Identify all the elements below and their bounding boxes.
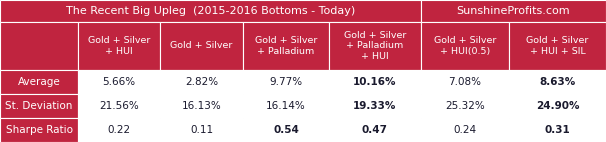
Bar: [243, 70, 329, 94]
Text: Gold + Silver
+ HUI: Gold + Silver + HUI: [88, 36, 150, 56]
Bar: [160, 118, 243, 142]
Text: The Recent Big Upleg  (2015-2016 Bottoms - Today): The Recent Big Upleg (2015-2016 Bottoms …: [66, 6, 355, 16]
Text: St. Deviation: St. Deviation: [5, 101, 73, 111]
Text: 0.54: 0.54: [273, 125, 299, 135]
Bar: [509, 118, 606, 142]
Bar: [243, 118, 329, 142]
Bar: [160, 70, 243, 94]
Bar: [509, 94, 606, 118]
Bar: [0, 0, 421, 22]
Text: 24.90%: 24.90%: [536, 101, 579, 111]
Text: Sharpe Ratio: Sharpe Ratio: [5, 125, 73, 135]
Bar: [78, 70, 160, 94]
Bar: [78, 94, 160, 118]
Text: 0.22: 0.22: [107, 125, 130, 135]
Bar: [329, 118, 421, 142]
Text: Gold + Silver
+ HUI + SIL: Gold + Silver + HUI + SIL: [527, 36, 588, 56]
Bar: [0, 118, 78, 142]
Text: Gold + Silver: Gold + Silver: [170, 41, 233, 51]
Bar: [0, 94, 78, 118]
Bar: [421, 22, 509, 70]
Bar: [329, 70, 421, 94]
Text: 19.33%: 19.33%: [353, 101, 397, 111]
Text: 5.66%: 5.66%: [102, 77, 136, 87]
Bar: [421, 94, 509, 118]
Bar: [160, 22, 243, 70]
Text: 16.14%: 16.14%: [266, 101, 306, 111]
Text: 0.24: 0.24: [453, 125, 476, 135]
Text: 16.13%: 16.13%: [182, 101, 221, 111]
Text: 9.77%: 9.77%: [270, 77, 302, 87]
Text: Gold + Silver
+ Palladium: Gold + Silver + Palladium: [255, 36, 317, 56]
Bar: [243, 94, 329, 118]
Bar: [421, 70, 509, 94]
Bar: [160, 94, 243, 118]
Text: SunshineProfits.com: SunshineProfits.com: [457, 6, 570, 16]
Text: 0.47: 0.47: [362, 125, 388, 135]
Bar: [0, 22, 78, 70]
Text: 0.31: 0.31: [545, 125, 570, 135]
Text: 0.11: 0.11: [190, 125, 213, 135]
Bar: [509, 22, 606, 70]
Bar: [78, 22, 160, 70]
Text: 25.32%: 25.32%: [445, 101, 485, 111]
Bar: [243, 22, 329, 70]
Bar: [329, 94, 421, 118]
Text: 8.63%: 8.63%: [539, 77, 576, 87]
Bar: [0, 70, 78, 94]
Bar: [329, 22, 421, 70]
Text: Average: Average: [18, 77, 61, 87]
Text: 2.82%: 2.82%: [185, 77, 218, 87]
Text: 21.56%: 21.56%: [99, 101, 139, 111]
Text: 7.08%: 7.08%: [448, 77, 482, 87]
Bar: [78, 118, 160, 142]
Bar: [421, 118, 509, 142]
Text: Gold + Silver
+ HUI(0.5): Gold + Silver + HUI(0.5): [434, 36, 496, 56]
Bar: [509, 70, 606, 94]
Text: 10.16%: 10.16%: [353, 77, 397, 87]
Text: Gold + Silver
+ Palladium
+ HUI: Gold + Silver + Palladium + HUI: [344, 31, 406, 60]
Bar: [421, 0, 606, 22]
